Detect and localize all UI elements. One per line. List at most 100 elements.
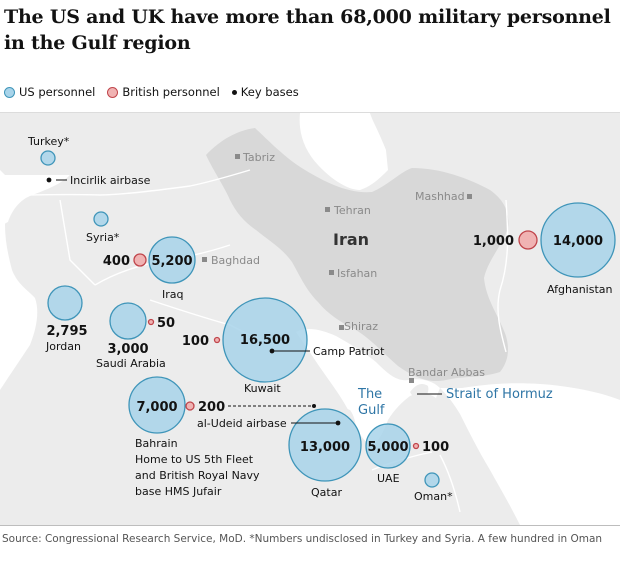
bahrain-note-line-2: and British Royal Navy (135, 469, 260, 482)
uk-value-saudi: 50 (157, 316, 175, 331)
us-value-afghanistan: 14,000 (553, 234, 603, 249)
uk-circle-bahrain (185, 401, 195, 411)
uk-circle-uae (412, 442, 420, 450)
oman-tip (410, 384, 429, 402)
bahrain-note-line-1: Home to US 5th Fleet (135, 453, 254, 466)
uk-value-bahrain: 200 (198, 400, 225, 415)
country-label-oman: Oman* (414, 490, 453, 503)
caspian-water (282, 113, 388, 190)
city-marker-mashhad (467, 194, 472, 199)
bahrain-note: Home to US 5th Fleet and British Royal N… (135, 453, 260, 498)
iran-shape (206, 128, 509, 382)
country-label-bahrain: Bahrain (135, 437, 178, 450)
uk-circles (133, 230, 538, 450)
city-label-tehran: Tehran (333, 204, 371, 217)
us-value-kuwait: 16,500 (240, 333, 290, 348)
us-value-qatar: 13,000 (300, 440, 350, 455)
country-label-saudi: Saudi Arabia (96, 357, 166, 370)
us-circle-afghanistan (540, 202, 616, 278)
source-note: Source: Congressional Research Service, … (2, 533, 603, 545)
base-dot-incirlik (46, 177, 52, 183)
base-labels: Incirlik airbase Camp Patriot al-Udeid a… (70, 174, 385, 430)
country-label-iran: Iran (333, 230, 369, 249)
city-label-isfahan: Isfahan (337, 267, 377, 280)
city-marker-baghdad (202, 257, 207, 262)
base-label-al-udeid: al-Udeid airbase (197, 417, 287, 430)
legend-us-label: US personnel (19, 85, 96, 99)
city-marker-tehran (325, 207, 330, 212)
base-dot-al-udeid-leader (312, 404, 316, 408)
city-marker-bandar-abbas (409, 378, 414, 383)
city-marker-isfahan (329, 270, 334, 275)
bahrain-note-line-3: base HMS Jufair (135, 485, 222, 498)
persian-gulf-water (296, 329, 440, 446)
legend-bases: Key bases (231, 85, 299, 99)
city-label-tabriz: Tabriz (242, 151, 275, 164)
us-value-uae: 5,000 (367, 440, 408, 455)
us-circle-oman (424, 472, 440, 488)
sea-label-gulf: Gulf (358, 403, 385, 418)
country-label-uae: UAE (377, 472, 400, 485)
uk-circle-saudi (147, 318, 155, 326)
sea-label-the: The (357, 387, 382, 402)
uk-value-uae: 100 (422, 440, 449, 455)
us-circle-syria (93, 211, 109, 227)
base-dot-camp-patriot (269, 348, 275, 354)
country-label-syria: Syria* (86, 231, 120, 244)
city-label-bandar-abbas: Bandar Abbas (408, 366, 485, 379)
base-dot-icon (231, 89, 237, 95)
us-circle-uae (365, 423, 411, 469)
uk-value-kuwait: 100 (182, 334, 209, 349)
legend-us: US personnel (4, 85, 95, 99)
us-value-iraq: 5,200 (151, 254, 192, 269)
us-circles (40, 150, 616, 488)
city-label-baghdad: Baghdad (211, 254, 260, 267)
us-swatch-icon (4, 86, 15, 98)
us-value-bahrain: 7,000 (136, 400, 177, 415)
sea-label-hormuz: Strait of Hormuz (446, 387, 553, 402)
legend: US personnel British personnel Key bases (4, 84, 299, 100)
arabian-sea-water (440, 383, 620, 525)
base-markers (46, 177, 341, 426)
city-label-shiraz: Shiraz (344, 320, 378, 333)
country-label-turkey: Turkey* (27, 135, 70, 148)
uk-value-afghanistan: 1,000 (473, 234, 514, 249)
us-value-jordan: 2,795 (46, 324, 87, 339)
uk-circle-afghanistan (518, 230, 538, 250)
base-leaders (56, 179, 336, 424)
city-marker-tabriz (235, 154, 240, 159)
uk-circle-kuwait (213, 336, 221, 344)
us-circle-saudi (109, 302, 147, 340)
uk-swatch-icon (107, 86, 119, 98)
uk-values: 400 50 100 200 100 1,000 (103, 234, 514, 455)
legend-bases-label: Key bases (240, 85, 299, 99)
country-label-iraq: Iraq (162, 288, 184, 301)
country-label-kuwait: Kuwait (244, 382, 281, 395)
us-circle-iraq (148, 236, 196, 284)
us-values: 5,200 2,795 3,000 16,500 7,000 13,000 5,… (46, 234, 603, 455)
city-labels: Tabriz Tehran Mashhad Baghdad Isfahan Sh… (211, 151, 485, 379)
us-value-saudi: 3,000 (107, 342, 148, 357)
base-label-camp-patriot: Camp Patriot (313, 345, 385, 358)
base-label-incirlik: Incirlik airbase (70, 174, 151, 187)
us-circle-jordan (47, 285, 83, 321)
uk-value-iraq: 400 (103, 254, 130, 269)
city-label-mashhad: Mashhad (415, 190, 465, 203)
city-markers (202, 154, 472, 383)
legend-uk: British personnel (107, 85, 220, 99)
base-dot-al-udeid (335, 420, 341, 426)
country-labels: Turkey* Syria* Iraq Jordan Saudi Arabia … (27, 135, 613, 503)
bottom-divider (0, 525, 620, 526)
country-label-qatar: Qatar (311, 486, 342, 499)
city-marker-shiraz (339, 325, 344, 330)
map: Tabriz Tehran Mashhad Baghdad Isfahan Sh… (0, 113, 620, 525)
top-divider (0, 112, 620, 113)
us-circle-turkey (40, 150, 56, 166)
mediterranean-water (0, 175, 70, 226)
us-circle-bahrain (128, 376, 186, 434)
legend-uk-label: British personnel (122, 85, 220, 99)
country-label-afghanistan: Afghanistan (547, 283, 613, 296)
country-label-jordan: Jordan (45, 340, 81, 353)
uk-circle-iraq (133, 253, 147, 267)
chart-title: The US and UK have more than 68,000 mili… (4, 6, 611, 54)
